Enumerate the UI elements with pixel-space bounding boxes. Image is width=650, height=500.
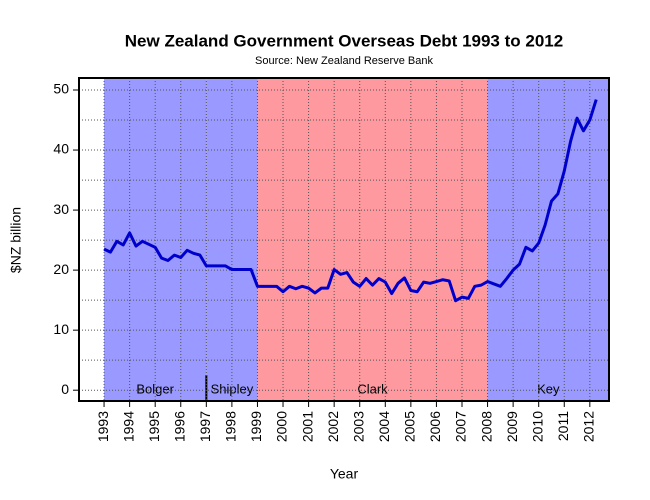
data-line <box>103 99 598 303</box>
y-tick-label: 50 <box>53 81 69 97</box>
y-axis-label: $NZ billion <box>8 207 24 273</box>
x-tick-label: 2000 <box>274 411 290 442</box>
x-tick-label: 2003 <box>350 411 366 442</box>
plot-frame <box>78 77 610 402</box>
region <box>487 78 609 401</box>
x-tick-label: 2012 <box>581 411 597 442</box>
y-tick-label: 0 <box>61 381 69 397</box>
x-tick-label: 2011 <box>555 411 571 441</box>
x-tick-label: 1997 <box>197 411 213 442</box>
region <box>257 78 488 401</box>
x-tick-label: 2007 <box>453 411 469 442</box>
x-tick-label: 1993 <box>95 411 111 442</box>
x-tick-label: 1998 <box>223 411 239 442</box>
chart-title: New Zealand Government Overseas Debt 199… <box>125 31 563 50</box>
region-label: Key <box>537 382 560 397</box>
y-tick-label: 30 <box>53 201 69 217</box>
x-tick-label: 2002 <box>325 411 341 442</box>
region-label: Clark <box>357 382 388 397</box>
x-tick-label: 2010 <box>529 411 545 442</box>
x-tick-label: 2008 <box>478 411 494 442</box>
x-tick-label: 1999 <box>248 411 264 442</box>
x-tick-label: 2001 <box>299 411 315 442</box>
chart-subtitle: Source: New Zealand Reserve Bank <box>255 55 433 67</box>
x-tick-label: 1994 <box>120 411 136 442</box>
x-axis-label: Year <box>330 466 359 482</box>
y-tick-label: 40 <box>53 141 69 157</box>
y-tick-label: 20 <box>53 261 69 277</box>
x-tick-label: 2005 <box>402 411 418 442</box>
region-label: Bolger <box>136 382 174 397</box>
x-tick-label: 2009 <box>504 411 520 442</box>
region-label: Shipley <box>211 382 254 397</box>
region <box>206 78 258 401</box>
y-tick-label: 10 <box>53 321 69 337</box>
x-tick-label: 1995 <box>146 411 162 442</box>
x-tick-label: 2004 <box>376 411 392 442</box>
x-tick-label: 2006 <box>427 411 443 442</box>
region <box>104 78 207 401</box>
x-tick-label: 1996 <box>171 411 187 442</box>
